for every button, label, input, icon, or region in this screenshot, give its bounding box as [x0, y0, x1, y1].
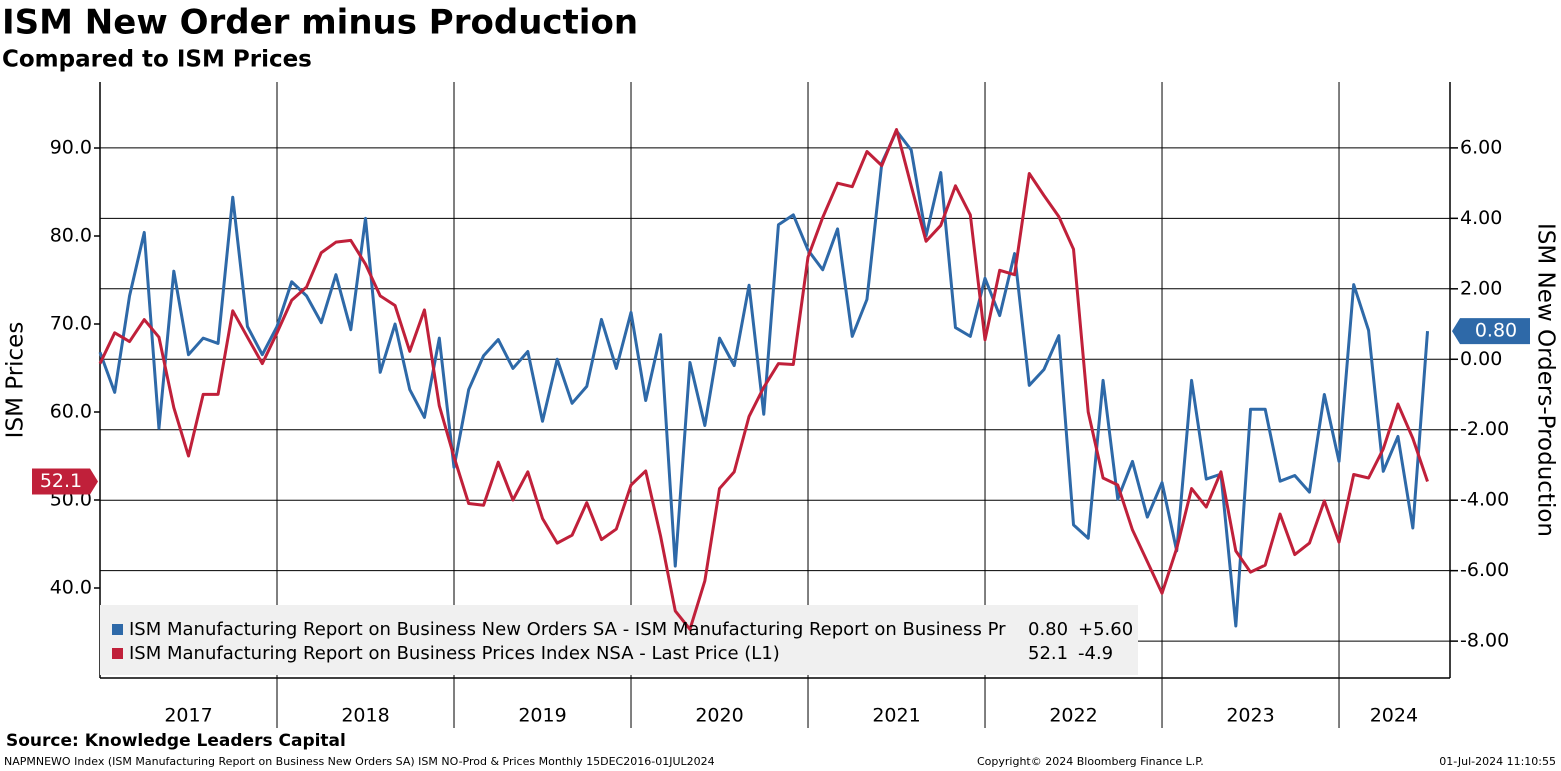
x-tick-label: 2020: [695, 705, 743, 727]
series-line: [98, 129, 1430, 628]
y-tick-label: 90.0: [50, 137, 92, 159]
y2-tick-label: 6.00: [1460, 136, 1502, 158]
y2-tick-label: 4.00: [1460, 207, 1502, 229]
last-value-label: 52.1: [40, 470, 82, 492]
x-tick-label: 2017: [164, 705, 212, 727]
last-value-label: 0.80: [1475, 320, 1517, 342]
footer-info: NAPMNEWO Index (ISM Manufacturing Report…: [4, 755, 715, 768]
timestamp: 01-Jul-2024 11:10:55: [1439, 755, 1556, 768]
source: Source: Knowledge Leaders Capital: [6, 731, 346, 751]
last-value-badge: [1452, 318, 1530, 345]
legend-label: ISM Manufacturing Report on Business New…: [129, 619, 1006, 640]
legend-swatch: [112, 648, 123, 659]
y-axis-label: ISM Prices: [3, 322, 29, 439]
y-tick-label: 40.0: [50, 577, 92, 599]
x-tick-label: 2022: [1049, 705, 1097, 727]
y-tick-label: 70.0: [50, 313, 92, 335]
chart-subtitle: Compared to ISM Prices: [2, 47, 312, 73]
copyright: Copyright© 2024 Bloomberg Finance L.P.: [977, 755, 1204, 768]
legend-change: +5.60: [1078, 619, 1133, 640]
y2-tick-label: 2.00: [1460, 277, 1502, 299]
chart-title: ISM New Order minus Production: [2, 3, 638, 43]
legend-last: 0.80: [1028, 619, 1068, 640]
legend-last: 52.1: [1028, 643, 1068, 664]
y-tick-label: 60.0: [50, 401, 92, 423]
y2-axis-label: ISM New Orders-Production: [1533, 223, 1559, 537]
legend-label: ISM Manufacturing Report on Business Pri…: [129, 643, 780, 664]
y2-tick-label: 0.00: [1460, 348, 1502, 370]
legend-swatch: [112, 624, 123, 635]
x-tick-label: 2021: [872, 705, 920, 727]
last-value-badge: [32, 468, 98, 495]
y2-tick-label: -8.00: [1460, 630, 1509, 652]
x-tick-label: 2024: [1370, 705, 1418, 727]
y2-tick-label: -4.00: [1460, 489, 1509, 511]
x-tick-label: 2023: [1226, 705, 1274, 727]
y-tick-label: 80.0: [50, 225, 92, 247]
y2-tick-label: -6.00: [1460, 559, 1509, 581]
y2-tick-label: -2.00: [1460, 418, 1509, 440]
series-line: [98, 128, 1429, 631]
legend-box: [100, 605, 1138, 675]
x-tick-label: 2019: [518, 705, 566, 727]
x-tick-label: 2018: [341, 705, 389, 727]
legend-change: -4.9: [1078, 643, 1113, 664]
